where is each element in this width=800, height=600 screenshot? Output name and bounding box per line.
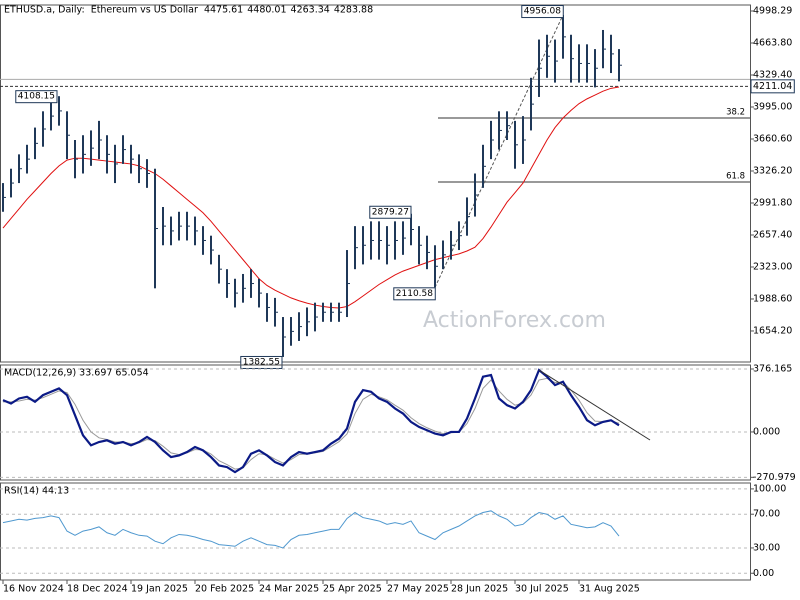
- y-tick-label: 100.00: [753, 483, 786, 494]
- price-line-label: 4211.04: [753, 81, 792, 92]
- y-tick-label: 2657.40: [753, 229, 792, 240]
- ohlc-value: 4480.01: [247, 5, 286, 16]
- price-annotation: 4956.08: [524, 7, 561, 17]
- y-tick-label: 3660.60: [753, 133, 792, 144]
- y-tick-label: 4998.29: [753, 6, 792, 17]
- panel-title: MACD(12,26,9) 33.697 65.054: [4, 368, 149, 379]
- price-line-label-box: [750, 79, 795, 94]
- trend-line: [434, 14, 564, 288]
- ohlc-value: 4263.34: [291, 5, 330, 16]
- price-annotation-box: [15, 90, 58, 104]
- price-annotation: 2879.27: [372, 207, 409, 217]
- x-tick-label: 20 Feb 2025: [195, 584, 254, 595]
- x-tick-label: 25 Apr 2025: [323, 584, 382, 595]
- x-tick-label: 16 Nov 2024: [3, 584, 64, 595]
- ohlc-value: 4475.61: [204, 5, 243, 16]
- rsi-line: [2, 510, 620, 549]
- y-tick-label: 1654.20: [753, 325, 792, 336]
- y-tick-label: 4329.40: [753, 70, 792, 81]
- y-tick-label: 376.165: [753, 363, 792, 374]
- x-tick-label: 18 Dec 2024: [67, 584, 128, 595]
- y-tick-label: 1988.60: [753, 293, 792, 304]
- y-tick-label: 4663.80: [753, 38, 792, 49]
- symbol: ETHUSD.a, Daily:: [4, 5, 85, 16]
- trend-line: [538, 369, 651, 441]
- x-tick-label: 30 Jul 2025: [515, 584, 569, 595]
- panel-title: RSI(14) 44.13: [4, 486, 69, 497]
- price-annotation-box: [521, 5, 564, 19]
- x-tick-label: 28 Jun 2025: [451, 584, 508, 595]
- price-annotation: 2110.58: [396, 289, 433, 299]
- price-annotation-box: [393, 287, 436, 301]
- y-tick-label: 30.00: [753, 542, 780, 553]
- y-tick-label: 70.00: [753, 509, 780, 520]
- y-tick-label: 0.00: [753, 568, 774, 579]
- fib-label: 38.2: [726, 108, 745, 118]
- x-tick-label: 24 Mar 2025: [259, 584, 319, 595]
- x-tick-label: 19 Jan 2025: [131, 584, 188, 595]
- description: Ethereum vs US Dollar: [91, 5, 198, 16]
- price-annotation: 1382.55: [243, 357, 280, 367]
- panel-frame: [0, 4, 751, 363]
- y-tick-label: 3995.00: [753, 102, 792, 113]
- y-tick-label: 2323.00: [753, 261, 792, 272]
- y-tick-label: 0.000: [753, 426, 780, 437]
- x-tick-label: 27 May 2025: [387, 584, 449, 595]
- moving-average: [2, 86, 620, 309]
- price-annotation-box: [369, 205, 412, 219]
- macd-line: [2, 368, 620, 474]
- fib-label: 61.8: [726, 172, 745, 182]
- x-tick-label: 31 Aug 2025: [579, 584, 640, 595]
- y-tick-label: 2991.80: [753, 197, 792, 208]
- panel-frame: [0, 364, 751, 481]
- y-tick-label: 3326.20: [753, 165, 792, 176]
- price-annotation: 4108.15: [18, 92, 55, 102]
- y-tick-label: -270.979: [753, 472, 796, 483]
- watermark: ActionForex.com: [423, 308, 606, 333]
- ohlc-value: 4283.88: [334, 5, 373, 16]
